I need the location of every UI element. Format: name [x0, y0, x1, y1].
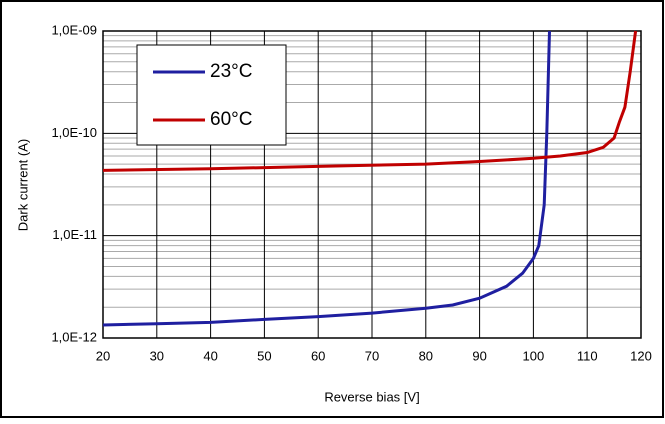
- x-tick-label: 90: [472, 348, 486, 363]
- y-tick-label: 1,0E-09: [51, 22, 97, 37]
- x-tick-label: 70: [365, 348, 379, 363]
- y-tick-label: 1,0E-10: [51, 125, 97, 140]
- x-tick-label: 20: [96, 348, 110, 363]
- plot-border: [102, 30, 642, 339]
- series-line: [102, 30, 551, 327]
- x-tick-label: 60: [311, 348, 325, 363]
- y-tick-label: 1,0E-11: [52, 227, 97, 242]
- y-axis-label: Dark current (A): [15, 139, 30, 231]
- x-tick-label: 120: [630, 348, 652, 363]
- legend-box: [136, 44, 287, 146]
- x-tick-label: 40: [203, 348, 217, 363]
- x-tick-label: 30: [150, 348, 164, 363]
- legend-label: 60°C: [210, 109, 252, 130]
- y-tick-label: 1,0E-12: [51, 329, 97, 344]
- legend-label: 23°C: [210, 61, 252, 82]
- x-tick-label: 50: [257, 348, 271, 363]
- x-tick-label: 110: [577, 348, 598, 363]
- x-tick-label: 80: [419, 348, 433, 363]
- x-axis-label: Reverse bias [V]: [324, 389, 419, 404]
- x-tick-label: 100: [523, 348, 545, 363]
- series-line: [102, 30, 638, 172]
